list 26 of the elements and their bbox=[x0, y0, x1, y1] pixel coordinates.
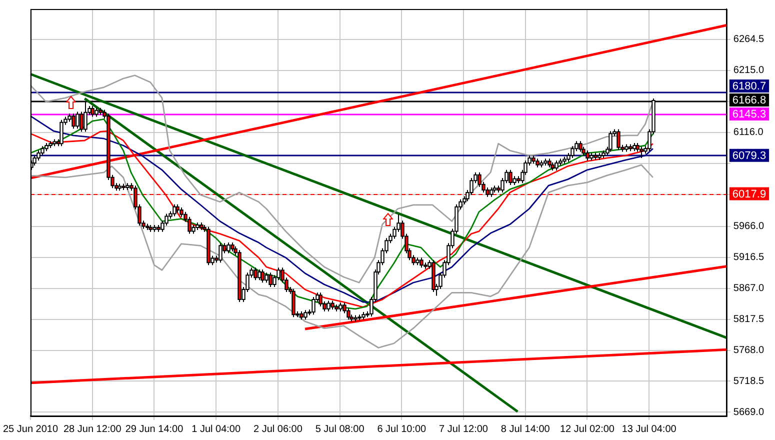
ref-line-label: 6079.3 bbox=[732, 150, 766, 162]
x-tick-label: 1 Jul 04:00 bbox=[192, 424, 241, 435]
y-tick-label: 5718.5 bbox=[733, 376, 764, 387]
ref-line-label: 6180.7 bbox=[732, 80, 766, 93]
y-tick-label: 5867.0 bbox=[733, 283, 764, 294]
x-tick-label: 6 Jul 10:00 bbox=[377, 424, 427, 435]
x-tick-label: 13 Jul 04:00 bbox=[622, 424, 677, 435]
ref-line-label: 6145.3 bbox=[732, 108, 766, 121]
x-tick-label: 2 Jul 06:00 bbox=[253, 424, 303, 435]
y-tick-label: 5916.5 bbox=[733, 252, 764, 264]
y-tick-label: 5768.0 bbox=[733, 345, 764, 356]
x-tick-label: 29 Jun 14:00 bbox=[125, 424, 184, 435]
y-tick-label: 5669.0 bbox=[733, 406, 764, 418]
y-tick-label: 5966.0 bbox=[733, 221, 764, 232]
x-tick-label: 7 Jul 12:00 bbox=[439, 424, 488, 435]
ref-line-label: 6166.8 bbox=[732, 94, 766, 107]
y-tick-label: 6116.0 bbox=[733, 127, 764, 138]
ref-line-label: 6017.9 bbox=[732, 188, 766, 200]
y-tick-label: 5817.5 bbox=[733, 314, 764, 326]
x-tick-label: 28 Jun 12:00 bbox=[63, 424, 122, 435]
x-tick-label: 8 Jul 14:00 bbox=[500, 424, 550, 435]
y-tick-label: 6215.0 bbox=[733, 65, 764, 76]
x-tick-label: 5 Jul 08:00 bbox=[315, 424, 365, 435]
x-tick-label: 25 Jun 2010 bbox=[2, 424, 58, 435]
x-tick-label: 12 Jul 02:00 bbox=[560, 424, 615, 435]
y-tick-label: 6264.5 bbox=[733, 34, 764, 46]
